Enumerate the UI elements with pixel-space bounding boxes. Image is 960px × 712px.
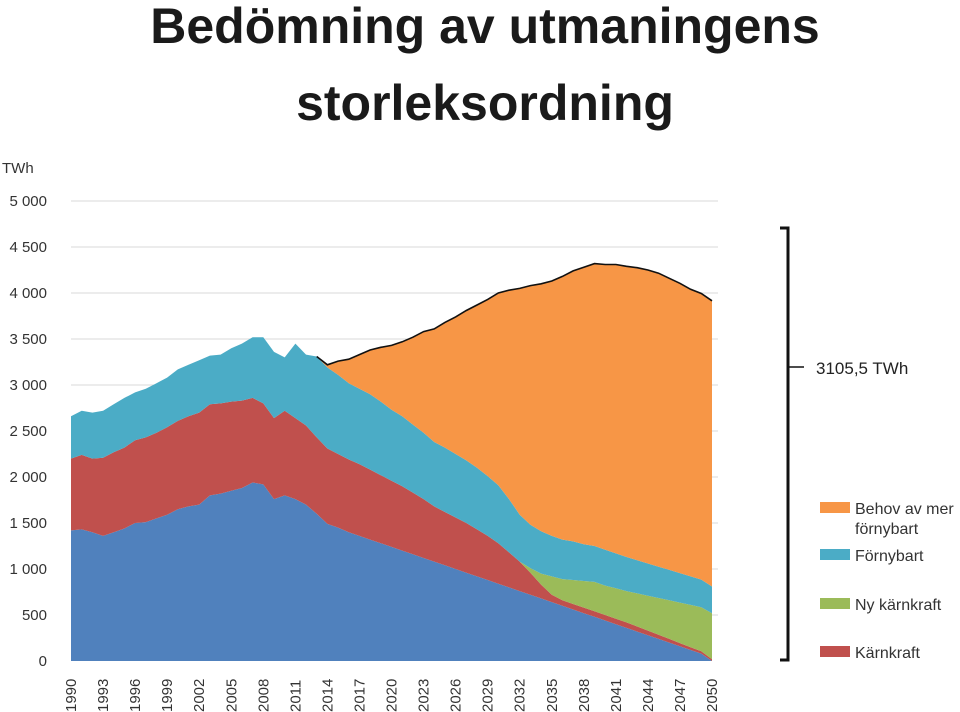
x-tick-label: 2005: [223, 679, 240, 712]
x-tick-label: 2050: [704, 679, 721, 712]
legend-label: förnybart: [855, 521, 919, 538]
y-tick-label: 3 000: [9, 377, 47, 394]
x-tick-label: 2041: [608, 679, 625, 712]
x-tick-label: 2023: [416, 679, 433, 712]
stacked-areas: [71, 262, 713, 661]
total-demand-bracket: 3105,5 TWh: [780, 226, 908, 662]
total-demand-label: 3105,5 TWh: [816, 359, 908, 378]
legend-swatch: [820, 646, 850, 657]
x-tick-label: 1996: [127, 679, 144, 712]
legend-swatch: [820, 502, 850, 513]
legend-label: Behov av mer: [855, 501, 954, 518]
x-tick-label: 2029: [480, 679, 497, 712]
x-tick-label: 2011: [287, 680, 304, 712]
legend-label: Förnybart: [855, 548, 924, 565]
chart-title-line-2: storleksordning: [296, 75, 674, 131]
area-base: [71, 482, 712, 661]
y-axis-tick-labels: 0 500 1 000 1 500 2 000 2 500 3 000 3 500 4 000 4…: [9, 193, 47, 670]
area-kärnkraft: [71, 397, 712, 661]
y-tick-label: 2 500: [9, 423, 47, 440]
x-tick-label: 2035: [544, 679, 561, 712]
x-axis-tick-labels: 1990 1993 1996 1999 2002 2005 2008 2011 2014 2017…: [63, 679, 721, 712]
y-tick-label: 0: [39, 653, 47, 670]
demand-trend-line: [316, 262, 713, 366]
y-axis-unit-label: TWh: [2, 160, 34, 177]
x-tick-label: 2014: [319, 679, 336, 712]
x-tick-label: 2047: [672, 679, 689, 712]
legend-label: Ny kärnkraft: [855, 597, 942, 614]
y-tick-label: 2 000: [9, 469, 47, 486]
bracket-line: [780, 226, 790, 662]
y-tick-label: 3 500: [9, 331, 47, 348]
y-tick-label: 500: [22, 607, 47, 624]
y-tick-label: 4 000: [9, 285, 47, 302]
area-ny-kärnkraft: [71, 397, 712, 660]
x-tick-label: 1999: [159, 679, 176, 712]
x-tick-label: 2017: [351, 679, 368, 712]
y-tick-label: 5 000: [9, 193, 47, 210]
x-tick-label: 2002: [191, 679, 208, 712]
x-tick-label: 2044: [640, 679, 657, 712]
x-tick-label: 1993: [95, 679, 112, 712]
y-tick-label: 1 000: [9, 561, 47, 578]
chart-title-line-1: Bedömning av utmaningens: [150, 0, 820, 54]
x-tick-label: 2038: [576, 679, 593, 712]
legend-label: Kärnkraft: [855, 645, 920, 662]
y-tick-label: 4 500: [9, 239, 47, 256]
x-tick-label: 1990: [63, 679, 80, 712]
x-tick-label: 2020: [384, 679, 401, 712]
x-tick-label: 2008: [255, 679, 272, 712]
x-tick-label: 2026: [448, 679, 465, 712]
legend-swatch: [820, 549, 850, 560]
legend: Behov av mer förnybart Förnybart Ny kärnkra…: [820, 501, 954, 662]
legend-swatch: [820, 598, 850, 609]
x-tick-label: 2032: [512, 679, 529, 712]
area-förnybart: [71, 337, 712, 614]
area-behov-av-mer-förnybart: [71, 263, 712, 587]
y-tick-label: 1 500: [9, 515, 47, 532]
